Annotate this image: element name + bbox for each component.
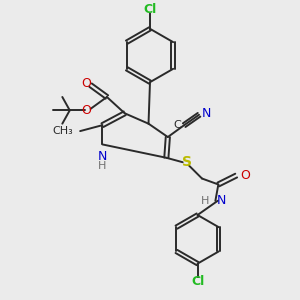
Text: C: C [173,120,181,130]
Text: CH₃: CH₃ [53,126,74,136]
Text: N: N [98,150,107,163]
Text: N: N [201,107,211,120]
Text: Cl: Cl [191,275,204,288]
Text: S: S [182,155,192,169]
Text: O: O [81,104,91,117]
Text: N: N [217,194,226,207]
Text: H: H [200,196,209,206]
Text: O: O [240,169,250,182]
Text: H: H [98,161,106,171]
Text: O: O [81,77,91,90]
Text: Cl: Cl [143,3,157,16]
